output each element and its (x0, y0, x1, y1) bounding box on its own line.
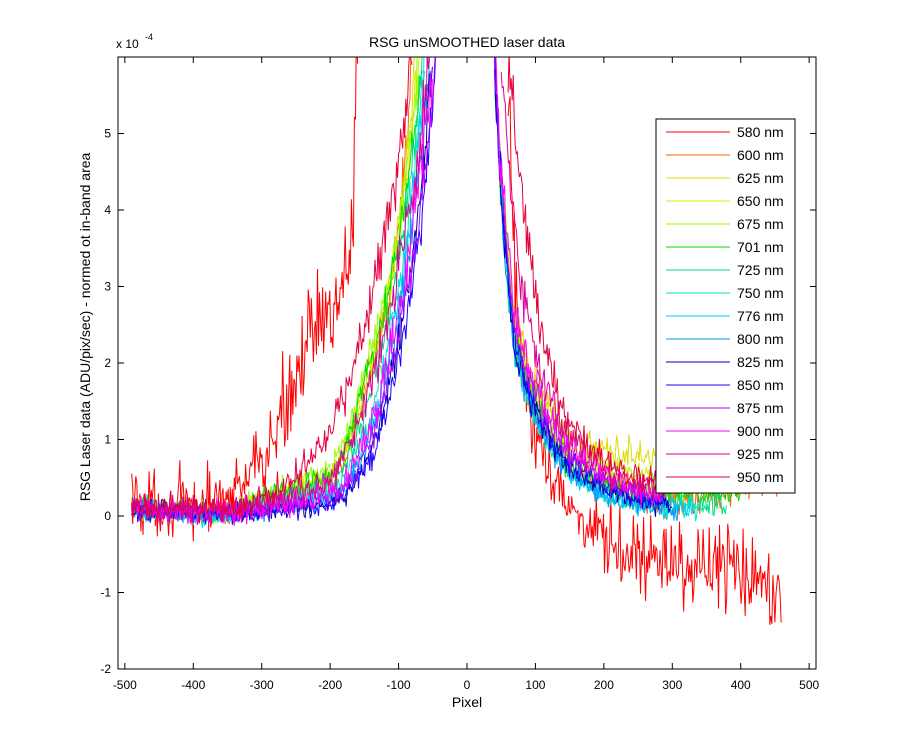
x-tick-label: -400 (181, 678, 205, 692)
legend-entries: 580 nm 600 nm 625 nm 650 nm 675 nm 701 nm 725 … (666, 124, 784, 485)
series-line-right (494, 57, 666, 509)
y-tick-label: 2 (104, 356, 111, 370)
y-tick-label: 1 (104, 433, 111, 447)
legend-label: 776 nm (737, 308, 784, 324)
x-tick-label: 0 (464, 678, 471, 692)
series-line-left (131, 57, 413, 525)
x-tick-label: -200 (318, 678, 342, 692)
x-tick-label: -100 (387, 678, 411, 692)
x-tick-label: -500 (113, 678, 137, 692)
x-tick-label: 500 (799, 678, 819, 692)
legend-label: 675 nm (737, 216, 784, 232)
chart-title: RSG unSMOOTHED laser data (369, 34, 565, 50)
legend-label: 800 nm (737, 331, 784, 347)
series-line-right (493, 69, 673, 517)
legend-label: 825 nm (737, 354, 784, 370)
legend-label: 900 nm (737, 423, 784, 439)
legend-label: 600 nm (737, 147, 784, 163)
legend: 580 nm 600 nm 625 nm 650 nm 675 nm 701 nm 725 … (655, 118, 796, 494)
legend-label: 701 nm (737, 239, 784, 255)
x-tick-label: 100 (525, 678, 545, 692)
tick-layer: -500 -400 -300 -200 -100 0 100 200 300 400 500 -2 -1… (100, 57, 819, 692)
x-tick-label: 300 (662, 678, 682, 692)
y-tick-label: 3 (104, 280, 111, 294)
y-axis-label: RSG Laser data (ADU/pix/sec) - normed ot… (77, 152, 93, 501)
series-line-right (507, 57, 666, 498)
x-axis-label: Pixel (452, 694, 482, 710)
legend-label: 650 nm (737, 193, 784, 209)
y-tick-label: 0 (104, 509, 111, 523)
legend-label: 925 nm (737, 446, 784, 462)
y-tick-label: 5 (104, 127, 111, 141)
x-tick-label: 200 (594, 678, 614, 692)
legend-label: 580 nm (737, 124, 784, 140)
x-tick-label: 400 (731, 678, 751, 692)
series-line-right (507, 96, 782, 625)
y-tick-label: -2 (100, 662, 111, 676)
series-line-right (493, 59, 666, 504)
legend-label: 725 nm (737, 262, 784, 278)
legend-label: 950 nm (737, 469, 784, 485)
y-exponent-power: -4 (145, 32, 153, 42)
x-tick-label: -300 (250, 678, 274, 692)
y-tick-label: 4 (104, 203, 111, 217)
legend-label: 625 nm (737, 170, 784, 186)
legend-label: 750 nm (737, 285, 784, 301)
legend-label: 875 nm (737, 400, 784, 416)
y-tick-label: -1 (100, 586, 111, 600)
series-950-nm (131, 57, 666, 525)
legend-label: 850 nm (737, 377, 784, 393)
y-exponent-base: x 10 (116, 37, 139, 51)
